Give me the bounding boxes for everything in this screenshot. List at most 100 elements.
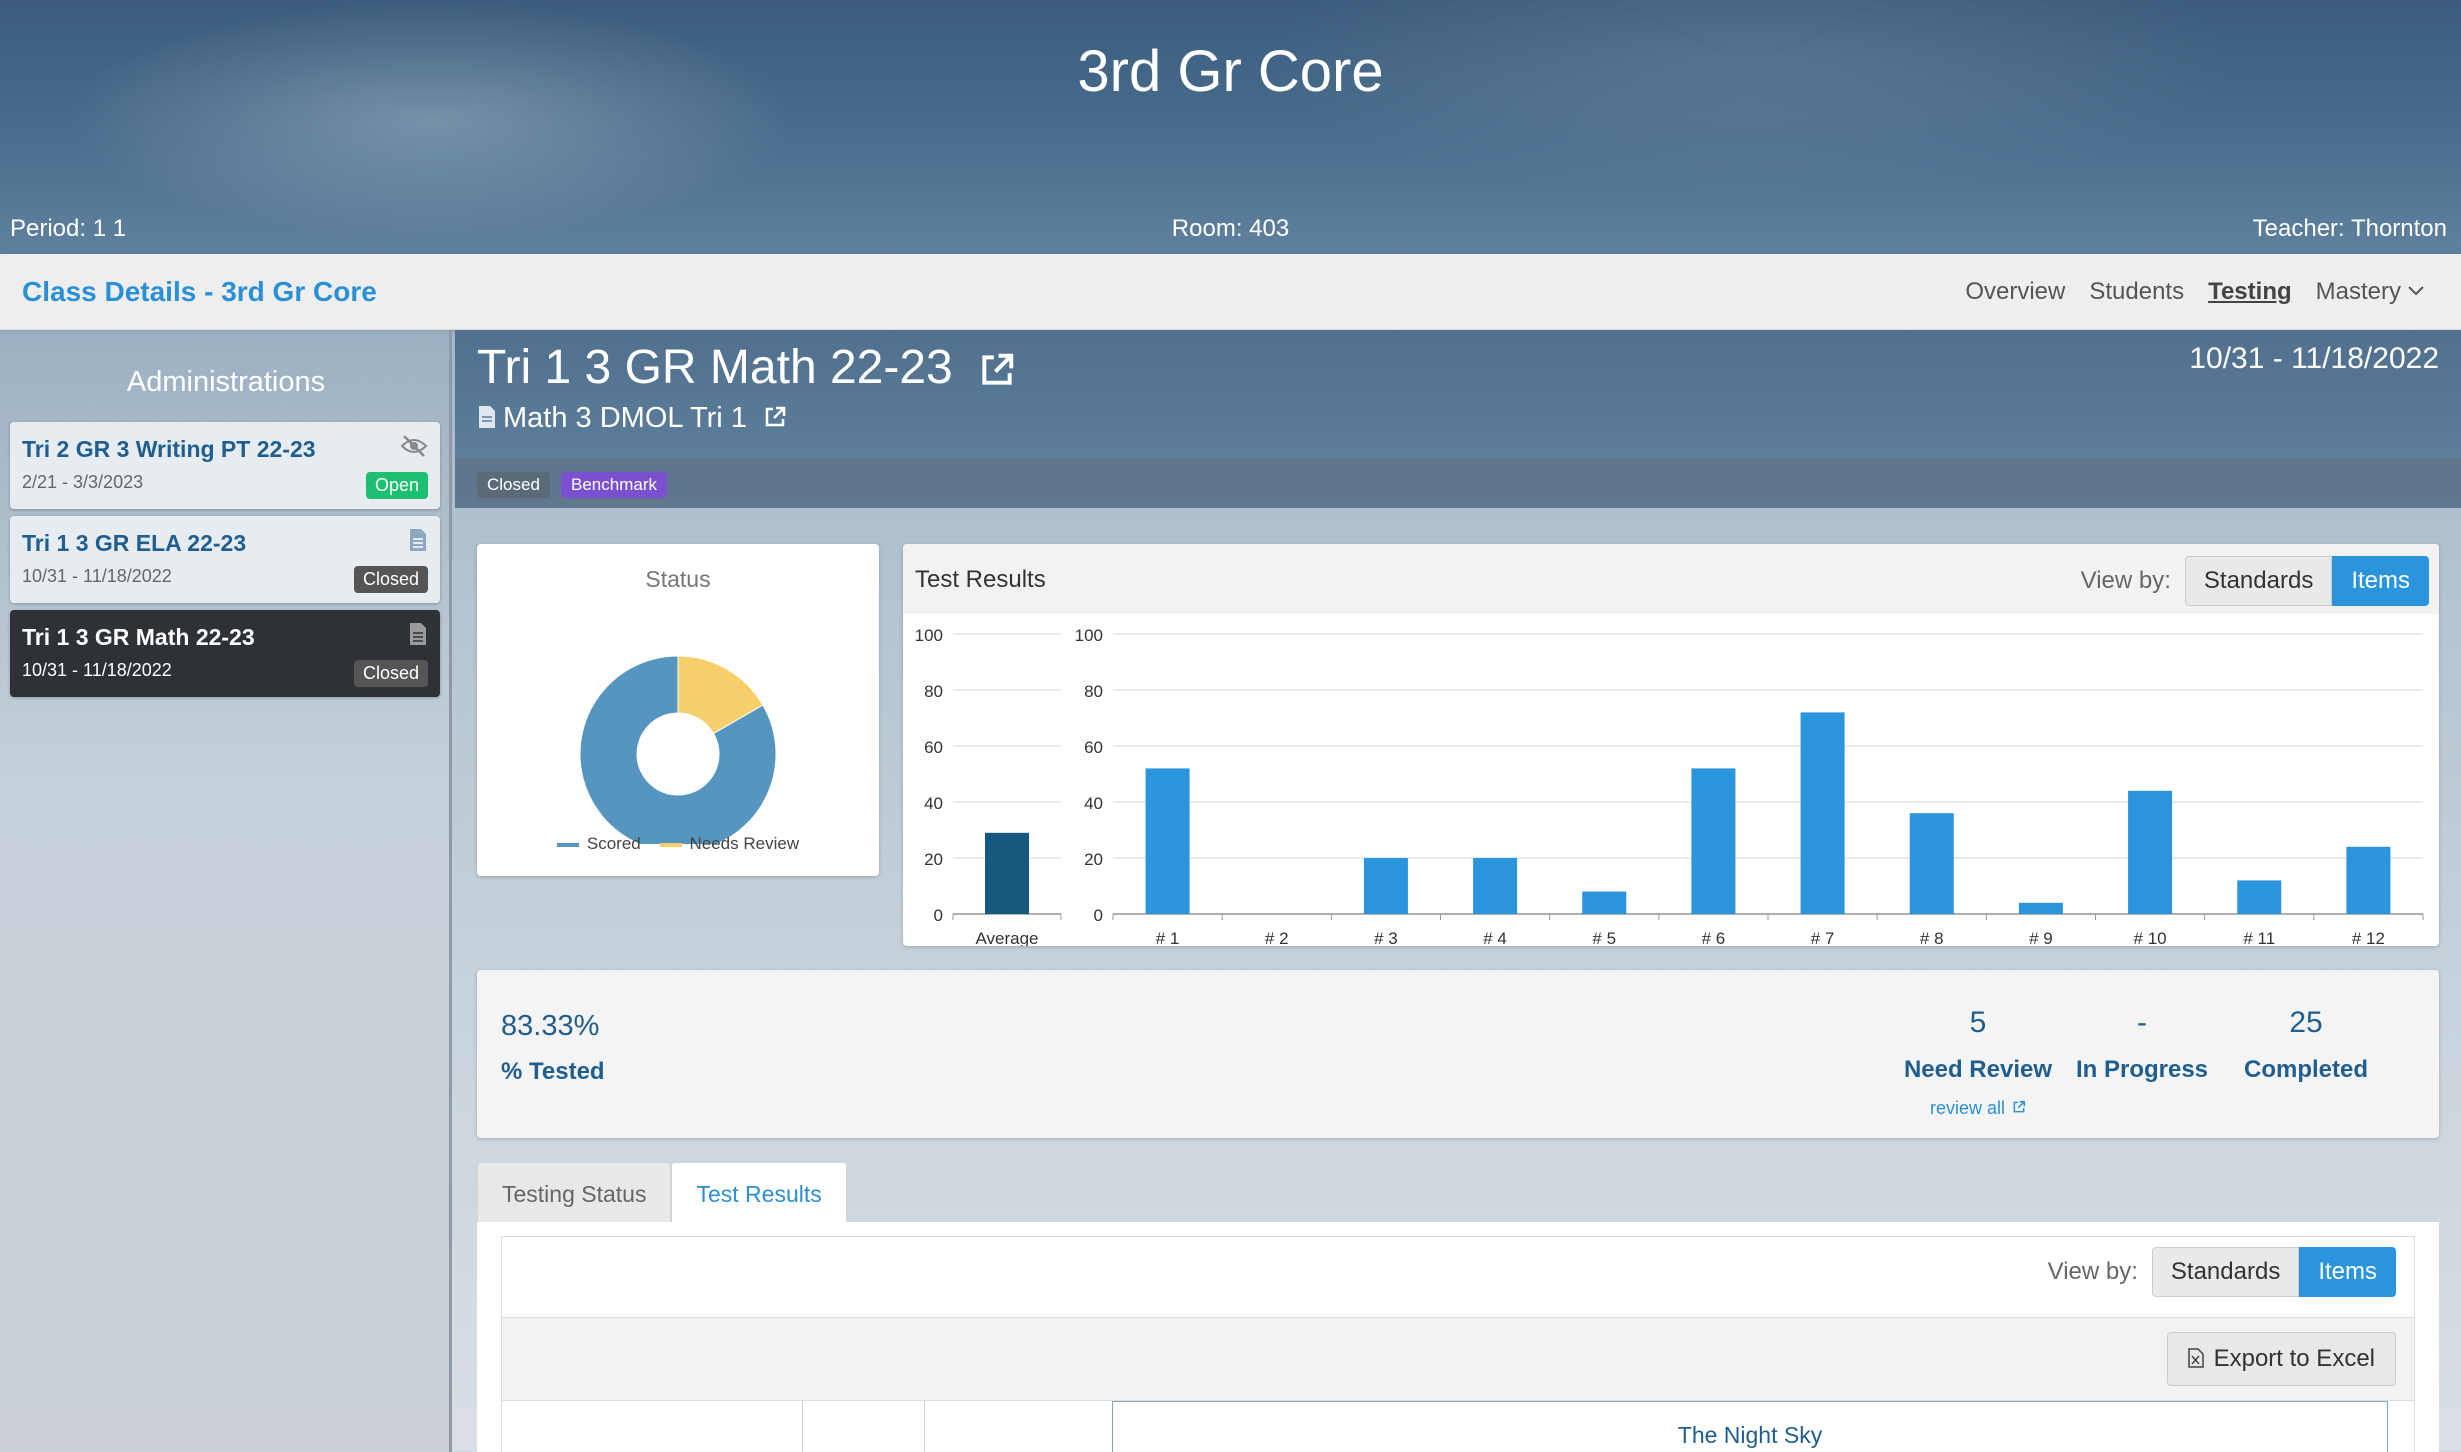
- pct-tested-label: % Tested: [501, 1058, 605, 1085]
- completed-label: Completed: [2243, 1056, 2368, 1083]
- x-tick-label: # 6: [1702, 929, 1726, 946]
- test-results-title: Test Results: [915, 566, 1046, 593]
- tag-bar: Closed Benchmark: [455, 458, 2461, 508]
- x-tick-label: # 9: [2029, 929, 2053, 946]
- chevron-down-icon: [2408, 286, 2424, 296]
- export-excel-button[interactable]: Export to Excel: [2166, 1332, 2396, 1386]
- status-badge: Closed: [353, 660, 428, 687]
- status-legend: Scored Needs Review: [477, 834, 879, 854]
- external-link-icon: [2013, 1101, 2025, 1113]
- class-banner: 3rd Gr Core Period: 1 1 Room: 403 Teache…: [0, 0, 2461, 254]
- assessment-subtitle[interactable]: Math 3 DMOL Tri 1: [477, 402, 787, 435]
- table-column-divider: [924, 1401, 925, 1452]
- x-tick-label: # 2: [1265, 929, 1289, 946]
- panel-viewby-standards-button[interactable]: Standards: [2151, 1247, 2300, 1297]
- panel-viewby-items-button[interactable]: Items: [2299, 1247, 2396, 1297]
- sidebar-title: Administrations: [126, 366, 326, 398]
- x-tick-label: # 3: [1374, 929, 1398, 946]
- main-content: Tri 1 3 GR Math 22-23 Math 3 DMOL Tri 1 …: [455, 330, 2461, 1452]
- need-review-label: Need Review: [1903, 1056, 2053, 1083]
- panel-viewby-toggle: View by: Standards Items: [2048, 1247, 2396, 1297]
- status-title: Status: [645, 566, 711, 592]
- document-icon: [410, 623, 426, 645]
- x-tick-label: # 4: [1483, 929, 1507, 946]
- document-icon: [479, 406, 495, 428]
- viewby-standards-button[interactable]: Standards: [2184, 556, 2333, 606]
- y-tick-label: 60: [924, 738, 943, 757]
- completed-stat: 25 Completed: [2201, 1006, 2411, 1084]
- document-icon: [410, 529, 426, 551]
- bar-11: [2237, 880, 2282, 914]
- y-tick-label: 20: [924, 850, 943, 869]
- admin-item-writing[interactable]: Tri 2 GR 3 Writing PT 22-23 2/21 - 3/3/2…: [10, 422, 440, 509]
- bar-10: [2128, 790, 2173, 914]
- tab-test-results[interactable]: Test Results: [671, 1162, 847, 1224]
- x-tick-label: # 11: [2243, 929, 2275, 946]
- summary-card: 83.33% % Tested 5 Need Review - In Progr…: [477, 970, 2439, 1138]
- status-donut-chart: [579, 655, 777, 844]
- need-review-value: 5: [1969, 1006, 1987, 1039]
- teacher-label: Teacher: Thornton: [2252, 215, 2447, 242]
- room-label: Room: 403: [1171, 215, 1290, 242]
- bar-3: [1363, 858, 1408, 914]
- export-excel-label: Export to Excel: [2213, 1345, 2375, 1372]
- review-all-text: review all: [1929, 1098, 2005, 1118]
- review-all-link[interactable]: review all: [1873, 1098, 2083, 1119]
- table-group-header: The Night Sky: [1112, 1401, 2388, 1452]
- class-details-title[interactable]: Class Details - 3rd Gr Core: [22, 276, 377, 307]
- status-badge: Closed: [353, 566, 428, 593]
- bar-5: [1582, 891, 1627, 914]
- assessment-title[interactable]: Tri 1 3 GR Math 22-23: [477, 340, 1016, 395]
- status-badge: Open: [365, 472, 428, 499]
- need-review-stat: 5 Need Review: [1873, 1006, 2083, 1084]
- bar-12: [2346, 846, 2391, 914]
- y-tick-label: 0: [934, 906, 943, 925]
- nav-overview[interactable]: Overview: [1965, 278, 2066, 305]
- benchmark-tag: Benchmark: [561, 472, 667, 498]
- y-tick-label: 20: [1084, 850, 1103, 869]
- assessment-title-text: Tri 1 3 GR Math 22-23: [477, 341, 953, 394]
- x-tick-label: Average: [975, 929, 1038, 946]
- admin-item-math[interactable]: Tri 1 3 GR Math 22-23 10/31 - 11/18/2022…: [10, 610, 440, 697]
- in-progress-value: -: [2137, 1006, 2147, 1039]
- sub-navigation: Class Details - 3rd Gr Core Overview Stu…: [0, 254, 2461, 330]
- bar-7: [1800, 712, 1845, 914]
- x-tick-label: # 5: [1592, 929, 1616, 946]
- external-link-icon[interactable]: [978, 351, 1016, 389]
- admin-item-ela[interactable]: Tri 1 3 GR ELA 22-23 10/31 - 11/18/2022 …: [10, 516, 440, 603]
- y-tick-label: 60: [1084, 738, 1103, 757]
- assessment-header: Tri 1 3 GR Math 22-23 Math 3 DMOL Tri 1 …: [455, 330, 2461, 458]
- eye-slash-icon: [400, 435, 428, 457]
- external-link-icon[interactable]: [763, 405, 787, 429]
- class-title: 3rd Gr Core: [1077, 39, 1384, 104]
- viewby-toggle: View by: Standards Items: [2081, 556, 2429, 606]
- nav-links: Overview Students Testing Mastery: [1941, 278, 2425, 306]
- completed-value: 25: [2289, 1006, 2323, 1039]
- y-tick-label: 100: [1075, 626, 1103, 645]
- y-tick-label: 80: [1084, 682, 1103, 701]
- nav-mastery-label: Mastery: [2315, 278, 2401, 305]
- admin-item-title: Tri 2 GR 3 Writing PT 22-23: [22, 436, 316, 462]
- viewby-items-button[interactable]: Items: [2332, 556, 2429, 606]
- nav-mastery[interactable]: Mastery: [2316, 278, 2425, 306]
- x-tick-label: # 1: [1156, 929, 1180, 946]
- status-card: Status Scored Needs Review: [477, 544, 879, 876]
- viewby-label: View by:: [2080, 567, 2171, 594]
- x-tick-label: # 7: [1811, 929, 1835, 946]
- y-tick-label: 100: [915, 626, 943, 645]
- admin-item-dates: 10/31 - 11/18/2022: [22, 566, 172, 586]
- results-tabs: Testing Status Test Results: [477, 1162, 847, 1224]
- test-results-bar-chart: 0 20 40 60 80 100 Average 0 20 40 60 80 100 # 1 # 2 # 3…: [915, 626, 2424, 946]
- assessment-subtitle-text: Math 3 DMOL Tri 1: [503, 402, 747, 434]
- legend-needs-review: Needs Review: [689, 834, 800, 853]
- tab-panel: View by: Standards Items Export to Excel…: [477, 1222, 2439, 1452]
- nav-students[interactable]: Students: [2089, 278, 2185, 305]
- y-tick-label: 0: [1094, 906, 1103, 925]
- nav-testing[interactable]: Testing: [2208, 278, 2292, 305]
- tab-testing-status[interactable]: Testing Status: [477, 1162, 672, 1224]
- bar-average: [985, 832, 1029, 914]
- bar-8: [1909, 813, 1954, 914]
- x-tick-label: # 10: [2134, 929, 2167, 946]
- admin-item-dates: 10/31 - 11/18/2022: [22, 660, 172, 680]
- table-toolbar: Export to Excel: [502, 1317, 2414, 1401]
